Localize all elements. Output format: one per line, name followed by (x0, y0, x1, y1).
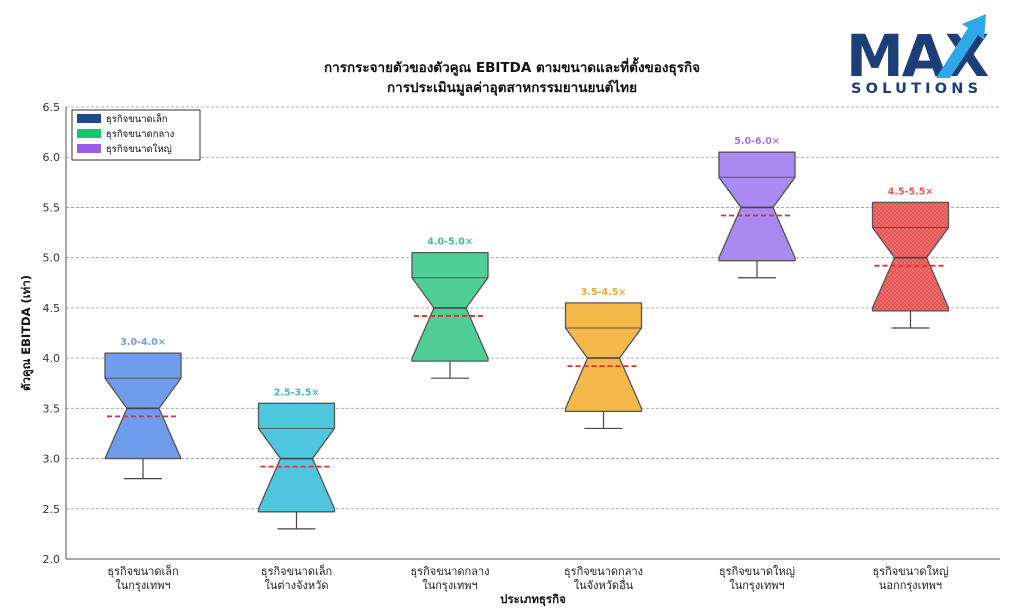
y-tick-0: 2.0 (43, 553, 61, 566)
legend-swatch-small (77, 114, 101, 123)
x-label-line1-3: ธุรกิจขนาดกลาง (564, 565, 643, 578)
x-label-line1-2: ธุรกิจขนาดกลาง (410, 565, 489, 578)
x-label-line2-0: ในกรุงเทพฯ (115, 579, 170, 592)
chart-subtitle: การประเมินมูลค่าอุตสาหกรรมยานยนต์ไทย (387, 79, 637, 96)
y-tick-5: 4.5 (43, 302, 61, 315)
box-4: 5.0-6.0× (718, 136, 796, 279)
y-tick-4: 4.0 (43, 352, 61, 365)
x-label-line1-1: ธุรกิจขนาดเล็ก (261, 564, 332, 578)
legend-label-large: ธุรกิจขนาดใหญ่ (106, 143, 172, 155)
box-body-0 (104, 352, 182, 460)
x-label-line2-4: ในกรุงเทพฯ (729, 579, 784, 592)
legend: ธุรกิจขนาดเล็ก ธุรกิจขนาดกลาง ธุรกิจขนาด… (71, 109, 201, 161)
box-5: 4.5-5.5× (871, 186, 950, 329)
range-label-1: 2.5-3.5× (274, 387, 320, 398)
x-label-line2-5: นอกกรุงเทพฯ (879, 579, 942, 592)
x-label-line1-5: ธุรกิจขนาดใหญ่ (872, 565, 948, 578)
range-label-5: 4.5-5.5× (888, 186, 934, 197)
box-0: 3.0-4.0× (104, 337, 182, 480)
y-tick-8: 6.0 (43, 151, 61, 164)
x-tick-labels: ธุรกิจขนาดเล็กในกรุงเทพฯธุรกิจขนาดเล็กใน… (107, 564, 948, 592)
box-body-2 (411, 251, 489, 362)
y-tick-2: 3.0 (43, 453, 61, 466)
y-tick-7: 5.5 (43, 201, 61, 214)
y-tick-1: 2.5 (43, 503, 61, 516)
y-tick-9: 6.5 (43, 101, 61, 114)
logo-subtitle: SOLUTIONS (851, 81, 982, 97)
range-label-4: 5.0-6.0× (734, 136, 780, 147)
y-tick-6: 5.0 (43, 252, 61, 265)
box-3: 3.5-4.5× (564, 287, 643, 430)
box-1: 2.5-3.5× (257, 387, 336, 530)
chart-title: การกระจายตัวของตัวคูณ EBITDA ตามขนาดและท… (324, 57, 700, 76)
x-label-line2-1: ในต่างจังหวัด (265, 579, 329, 592)
range-label-3: 3.5-4.5× (581, 287, 627, 298)
box-body-3 (564, 302, 643, 412)
box-body-1 (257, 402, 336, 513)
y-axis-label: ตัวคูณ EBITDA (เท่า) (19, 275, 34, 391)
legend-swatch-large (77, 144, 101, 153)
box-body-4 (718, 151, 796, 262)
x-label-line2-2: ในกรุงเทพฯ (422, 579, 477, 592)
grid-lines (66, 106, 1000, 510)
x-label-line2-3: ในจังหวัดอื่น (574, 577, 634, 592)
x-label-line1-4: ธุรกิจขนาดใหญ่ (719, 565, 795, 578)
max-solutions-logo: MAX SOLUTIONS (846, 14, 991, 97)
legend-label-small: ธุรกิจขนาดเล็ก (106, 112, 168, 125)
range-label-2: 4.0-5.0× (427, 237, 473, 248)
legend-label-medium: ธุรกิจขนาดกลาง (106, 129, 174, 140)
y-tick-3: 3.5 (43, 402, 61, 415)
x-label-line1-0: ธุรกิจขนาดเล็ก (107, 564, 178, 578)
x-axis-label: ประเภทธุรกิจ (500, 592, 566, 607)
legend-swatch-medium (77, 129, 101, 138)
logo-arrow-icon (936, 14, 986, 78)
y-tick-labels: 2.0 2.5 3.0 3.5 4.0 4.5 5.0 5.5 6.0 6.5 (43, 101, 61, 566)
box-texture-5 (872, 202, 949, 311)
box-series: 3.0-4.0× 2.5-3.5× 4.0-5.0× 3.5-4.5× 5.0-6.0×… (104, 136, 950, 530)
box-2: 4.0-5.0× (411, 237, 489, 379)
range-label-0: 3.0-4.0× (120, 337, 166, 348)
